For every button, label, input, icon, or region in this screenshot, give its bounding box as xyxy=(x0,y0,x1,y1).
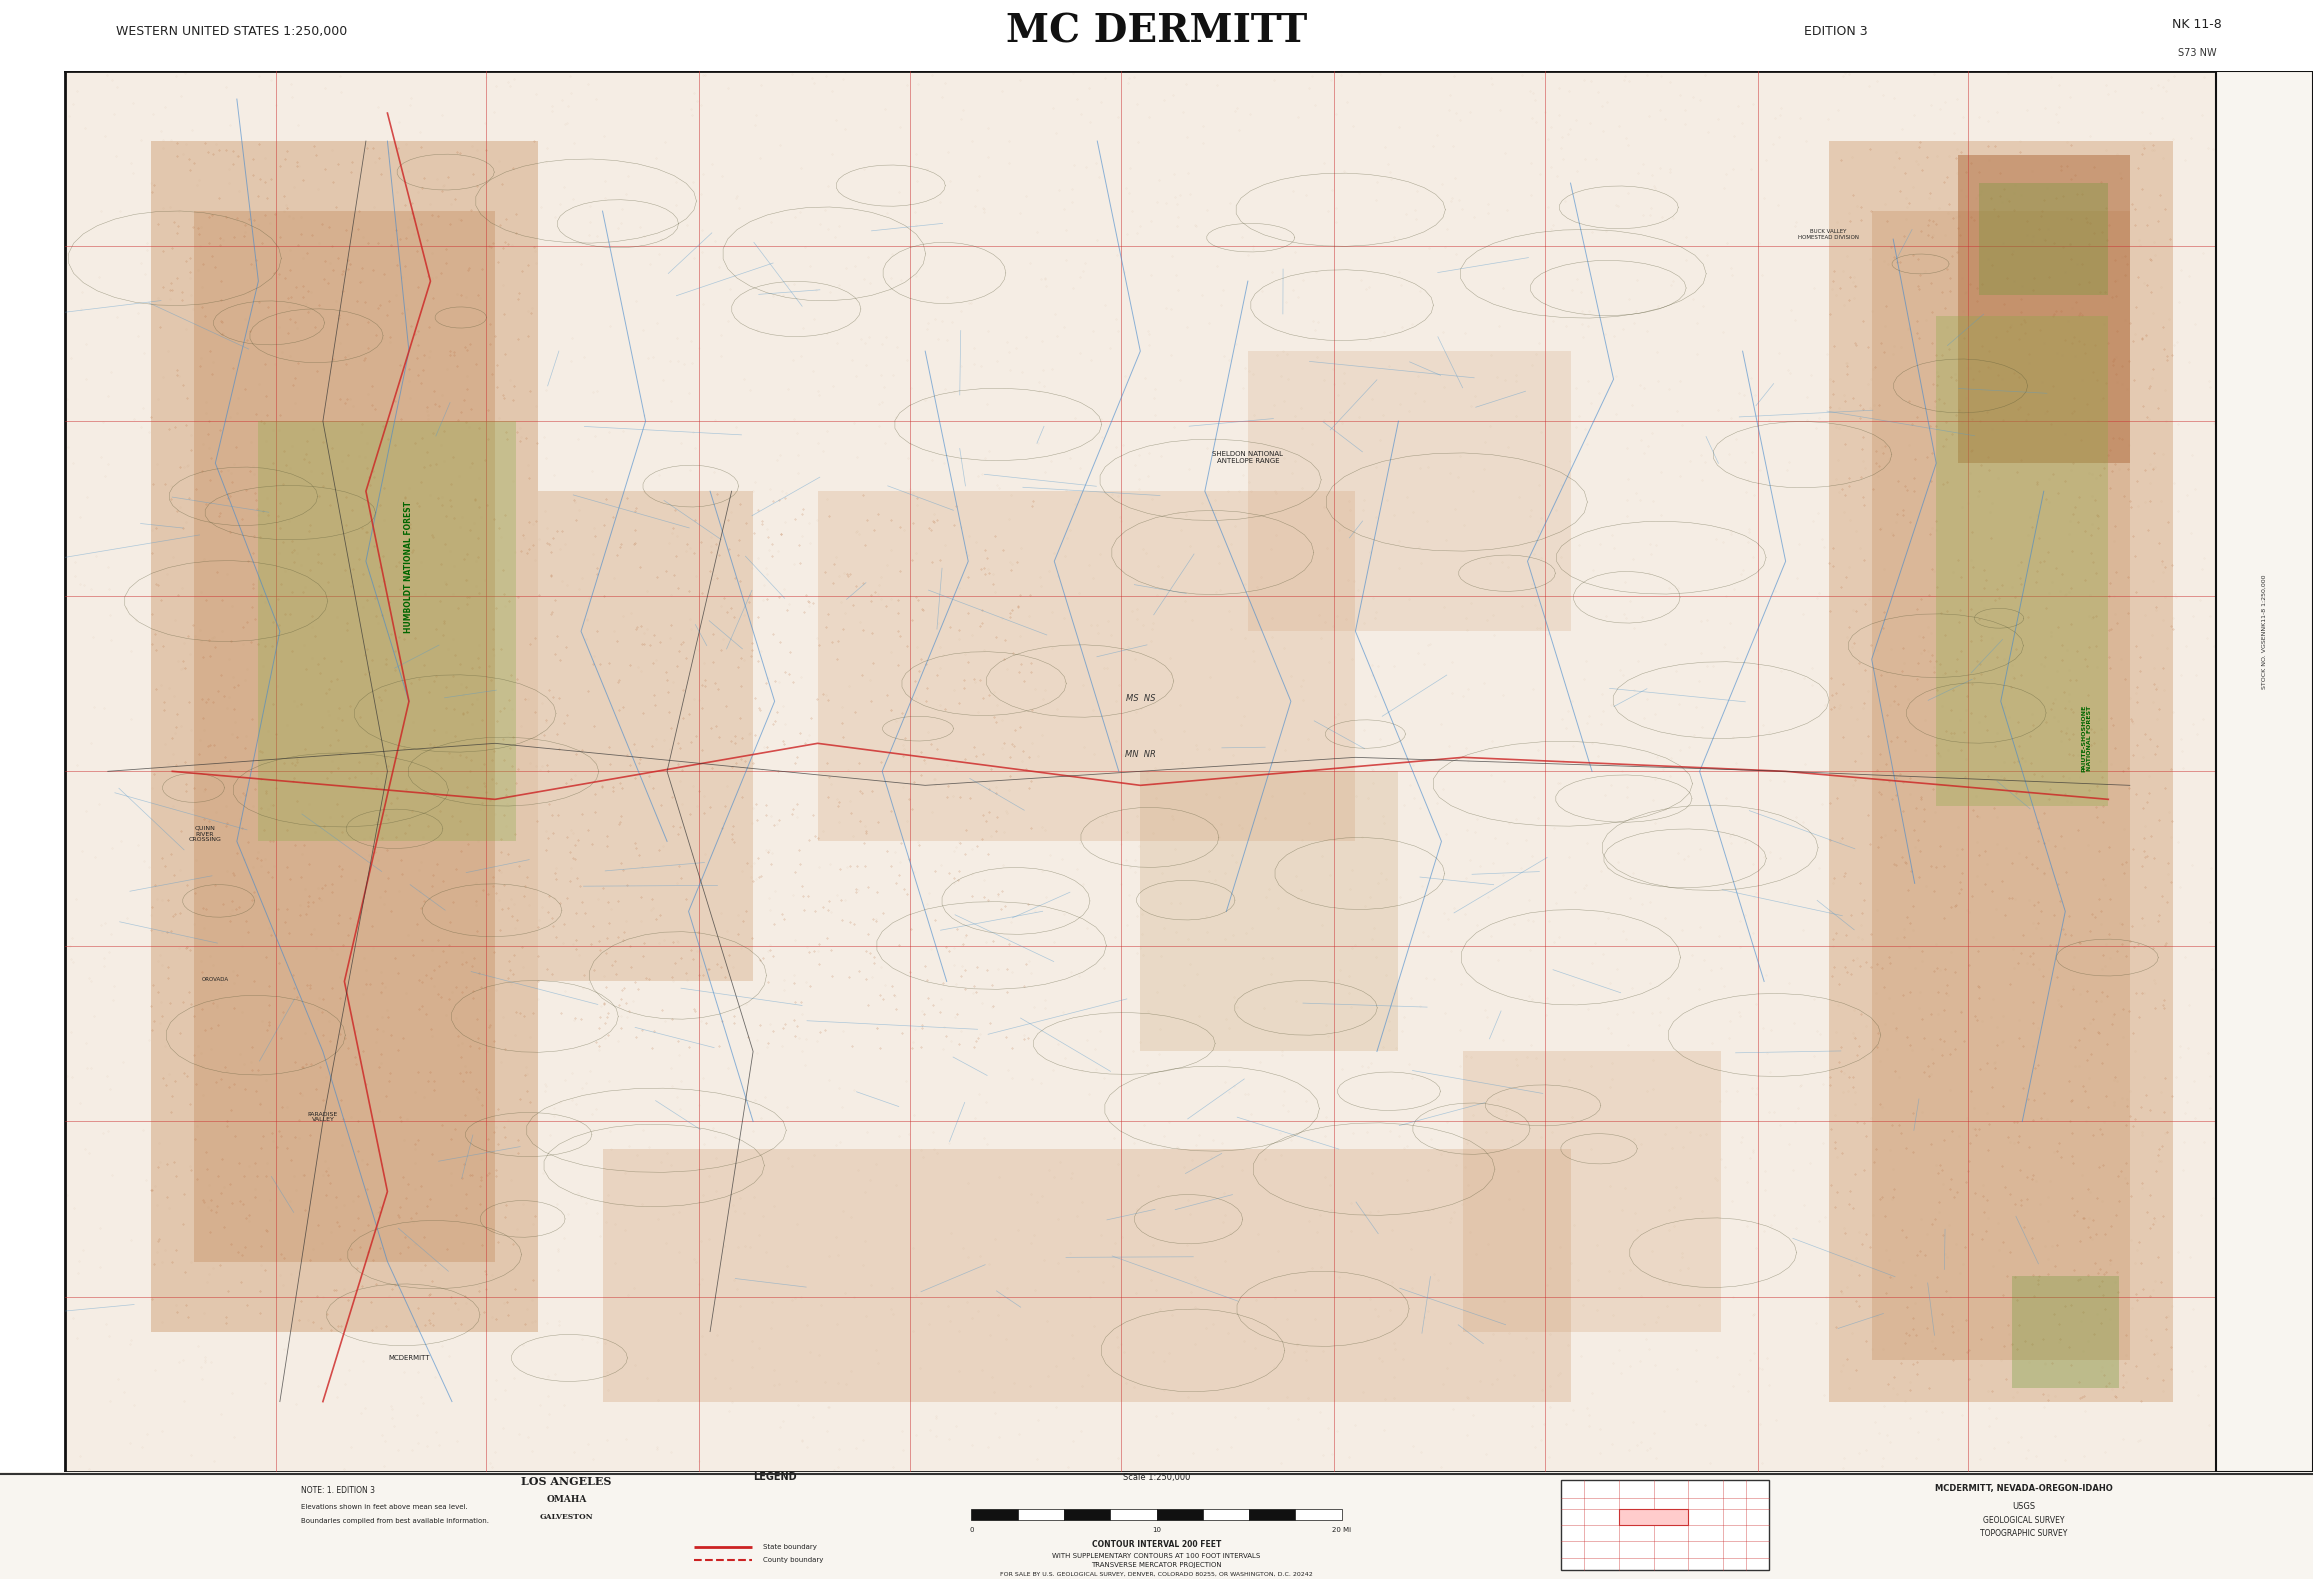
Text: BUCK VALLEY
HOMESTEAD DIVISION: BUCK VALLEY HOMESTEAD DIVISION xyxy=(1797,229,1860,240)
Bar xyxy=(1249,1510,1295,1521)
Bar xyxy=(1561,1480,1769,1571)
Text: PARADISE
VALLEY: PARADISE VALLEY xyxy=(308,1112,338,1123)
Bar xyxy=(1249,351,1571,632)
Text: Scale 1:250,000: Scale 1:250,000 xyxy=(1122,1473,1191,1483)
Text: LOS ANGELES: LOS ANGELES xyxy=(520,1475,613,1486)
Text: State boundary: State boundary xyxy=(763,1544,816,1549)
Text: QUINN
RIVER
CROSSING: QUINN RIVER CROSSING xyxy=(187,826,222,842)
Bar xyxy=(1980,183,2107,295)
Text: LOCATION DIAGRAM: LOCATION DIAGRAM xyxy=(1631,1481,1700,1486)
Bar xyxy=(2012,1276,2119,1388)
Text: MCDERMITT: MCDERMITT xyxy=(389,1355,430,1361)
Bar xyxy=(539,491,754,982)
Text: Elevations shown in feet above mean sea level.: Elevations shown in feet above mean sea … xyxy=(301,1505,467,1510)
Text: HUMBOLDT NATIONAL FOREST: HUMBOLDT NATIONAL FOREST xyxy=(405,501,414,633)
Text: SHELDON NATIONAL
ANTELOPE RANGE: SHELDON NATIONAL ANTELOPE RANGE xyxy=(1212,452,1284,464)
Bar xyxy=(816,491,1355,842)
Bar xyxy=(1203,1510,1249,1521)
Text: MN  NR: MN NR xyxy=(1124,750,1156,759)
Bar xyxy=(1140,771,1399,1052)
Bar xyxy=(1936,316,2107,807)
Text: WESTERN UNITED STATES 1:250,000: WESTERN UNITED STATES 1:250,000 xyxy=(116,25,347,38)
Text: 20 Mi: 20 Mi xyxy=(1332,1527,1351,1533)
Text: CONTOUR INTERVAL 200 FEET: CONTOUR INTERVAL 200 FEET xyxy=(1092,1540,1221,1549)
Text: FOR SALE BY U.S. GEOLOGICAL SURVEY, DENVER, COLORADO 80255, OR WASHINGTON, D.C. : FOR SALE BY U.S. GEOLOGICAL SURVEY, DENV… xyxy=(999,1571,1314,1577)
Text: NOTE: 1. EDITION 3: NOTE: 1. EDITION 3 xyxy=(301,1486,375,1495)
Bar xyxy=(1619,1510,1688,1525)
Bar xyxy=(1018,1510,1064,1521)
Bar xyxy=(194,212,495,1262)
Bar xyxy=(971,1510,1018,1521)
Bar xyxy=(1064,1510,1110,1521)
Text: MC DERMITT: MC DERMITT xyxy=(1006,13,1307,51)
Text: EDITION 3: EDITION 3 xyxy=(1804,25,1869,38)
Text: GEOLOGICAL SURVEY: GEOLOGICAL SURVEY xyxy=(1982,1516,2066,1525)
Text: LEGEND: LEGEND xyxy=(754,1472,796,1483)
Text: OMAHA: OMAHA xyxy=(546,1495,588,1503)
Text: MCDERMITT, NEVADA-OREGON-IDAHO: MCDERMITT, NEVADA-OREGON-IDAHO xyxy=(1936,1484,2112,1494)
Text: Boundaries compiled from best available information.: Boundaries compiled from best available … xyxy=(301,1517,488,1524)
Text: 10: 10 xyxy=(1152,1527,1161,1533)
Bar xyxy=(1110,1510,1156,1521)
Bar xyxy=(1462,1052,1721,1331)
Text: County boundary: County boundary xyxy=(763,1557,823,1563)
Bar xyxy=(601,1150,1571,1402)
Text: GALVESTON: GALVESTON xyxy=(539,1513,594,1521)
Bar xyxy=(1957,155,2130,463)
Bar xyxy=(1830,141,2172,1402)
Text: STOCK NO. VGSENNK11-8 1:250,000: STOCK NO. VGSENNK11-8 1:250,000 xyxy=(2262,575,2267,688)
Text: PAIUTE-SHOSHONE
NATIONAL FOREST: PAIUTE-SHOSHONE NATIONAL FOREST xyxy=(2082,706,2093,772)
Text: 0: 0 xyxy=(969,1527,974,1533)
Text: OROVADA: OROVADA xyxy=(201,977,229,982)
Text: NK 11-8: NK 11-8 xyxy=(2172,19,2223,32)
Text: S73 NW: S73 NW xyxy=(2179,49,2216,58)
Bar xyxy=(1295,1510,1342,1521)
Bar xyxy=(1156,1510,1203,1521)
Bar xyxy=(259,422,516,842)
Text: TRANSVERSE MERCATOR PROJECTION: TRANSVERSE MERCATOR PROJECTION xyxy=(1092,1562,1221,1568)
Text: WITH SUPPLEMENTARY CONTOURS AT 100 FOOT INTERVALS: WITH SUPPLEMENTARY CONTOURS AT 100 FOOT … xyxy=(1052,1552,1261,1558)
Text: TOPOGRAPHIC SURVEY: TOPOGRAPHIC SURVEY xyxy=(1980,1528,2068,1538)
Bar xyxy=(1871,212,2130,1360)
Text: MS  NS: MS NS xyxy=(1126,695,1154,703)
Bar xyxy=(150,141,539,1331)
Text: USGS: USGS xyxy=(2012,1502,2035,1511)
